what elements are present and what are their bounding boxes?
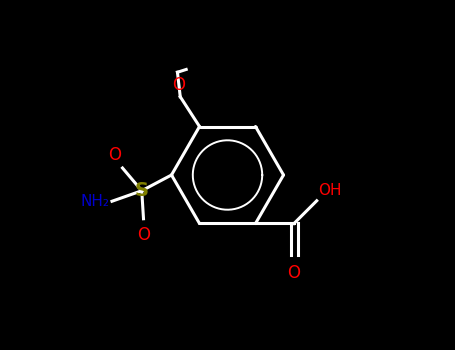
Text: O: O	[137, 226, 150, 244]
Text: O: O	[288, 264, 300, 282]
Text: O: O	[172, 76, 185, 94]
Text: S: S	[135, 181, 149, 200]
Text: OH: OH	[318, 183, 342, 198]
Text: NH₂: NH₂	[80, 194, 109, 209]
Text: O: O	[108, 147, 121, 164]
